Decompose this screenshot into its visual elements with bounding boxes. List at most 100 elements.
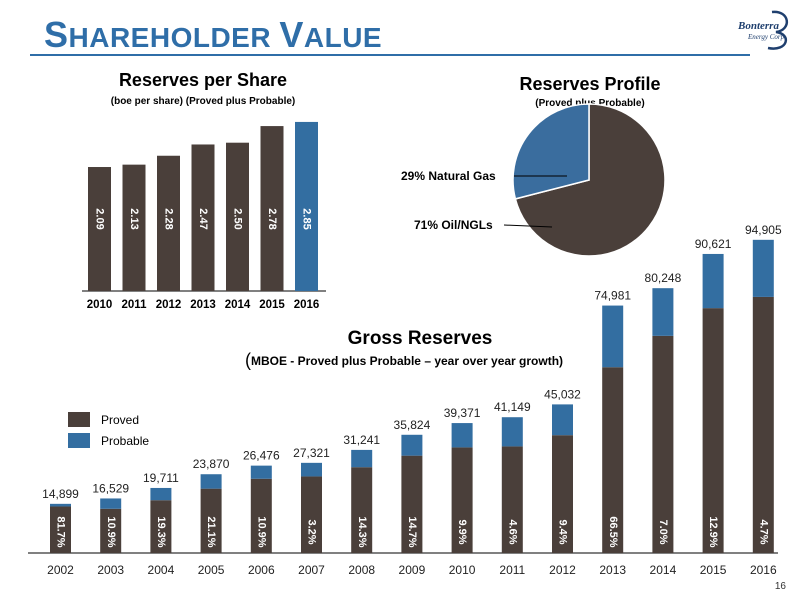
rps-value-label: 2.13: [128, 208, 140, 229]
rps-bar-2014: [226, 142, 249, 291]
rps-value-label: 2.50: [232, 208, 244, 229]
gr-total-label: 74,981: [594, 289, 631, 303]
gr-growth-label: 19.3%: [155, 516, 167, 547]
gr-bar-proved-2015: [702, 308, 724, 553]
gr-growth-label: 4.7%: [757, 519, 769, 544]
rps-value-label: 2.78: [266, 208, 278, 229]
gr-bar-proved-2006: [250, 478, 272, 553]
legend-label-probable: Probable: [101, 434, 149, 448]
logo-swoosh: [767, 10, 788, 50]
reserves-profile-title: Reserves Profile: [519, 74, 661, 94]
rps-bar-2015: [260, 126, 284, 291]
gr-bar-proved-2007: [301, 476, 322, 553]
gr-total-label: 31,241: [343, 433, 380, 447]
gr-growth-label: 14.7%: [406, 516, 418, 547]
gr-total-label: 26,476: [243, 449, 280, 463]
rps-tick-label: 2010: [87, 299, 113, 311]
gr-tick-label: 2013: [599, 563, 626, 577]
gr-tick-label: 2008: [348, 563, 375, 577]
pie-leader-oil: [503, 224, 553, 228]
gr-total-label: 27,321: [293, 446, 330, 460]
rps-tick-label: 2014: [225, 299, 251, 311]
gr-bar-proved-2014: [652, 335, 674, 553]
rps-bar-2010: [88, 167, 111, 291]
gr-growth-label: 9.4%: [557, 519, 569, 544]
rps-bar-2012: [157, 155, 180, 291]
gr-tick-label: 2003: [97, 563, 124, 577]
logo-name: Bonterra: [738, 20, 779, 32]
gr-total-label: 94,905: [745, 223, 782, 237]
gr-total-label: 90,621: [695, 237, 732, 251]
gr-bar-proved-2004: [150, 500, 172, 553]
rps-bar-2013: [191, 144, 215, 291]
rps-tick-label: 2011: [122, 299, 148, 311]
gr-growth-label: 10.9%: [105, 516, 117, 547]
gr-bar-probable-2011: [501, 417, 523, 447]
gr-tick-label: 2002: [47, 563, 74, 577]
gr-total-label: 16,529: [92, 481, 129, 495]
gr-total-label: 23,870: [193, 457, 230, 471]
gr-bar-proved-2009: [401, 455, 423, 553]
rps-bar-2011: [122, 164, 146, 291]
page-number: 16: [774, 581, 786, 592]
gr-bar-probable-2016: [752, 239, 774, 297]
pie-slice-oil: [514, 103, 666, 257]
rps-tick-label: 2016: [294, 299, 320, 311]
legend-label-proved: Proved: [101, 413, 139, 427]
gr-total-label: 80,248: [645, 271, 682, 285]
gr-bar-probable-2012: [552, 404, 573, 436]
rps-value-label: 2.47: [197, 208, 209, 229]
gr-bar-proved-2010: [451, 447, 473, 553]
gr-growth-label: 21.1%: [205, 516, 217, 547]
logo-subtitle: Energy Corp.: [748, 33, 786, 41]
rps-value-label: 2.85: [301, 208, 313, 229]
gr-growth-label: 7.0%: [657, 519, 669, 544]
gr-bar-proved-2005: [200, 488, 222, 553]
gr-growth-label: 12.9%: [707, 516, 719, 547]
gr-bar-probable-2010: [451, 423, 473, 448]
gr-tick-label: 2006: [248, 563, 275, 577]
gr-bar-proved-2003: [100, 508, 122, 553]
gr-growth-label: 4.6%: [506, 519, 518, 544]
gr-growth-label: 10.9%: [255, 516, 267, 547]
gr-tick-label: 2010: [449, 563, 476, 577]
gr-tick-label: 2007: [298, 563, 325, 577]
rps-tick-label: 2015: [259, 299, 285, 311]
rps-tick-label: 2013: [190, 299, 216, 311]
gr-bar-probable-2013: [602, 305, 624, 368]
title-rule: [30, 54, 750, 56]
gr-growth-label: 14.3%: [356, 516, 368, 547]
gr-tick-label: 2014: [650, 563, 677, 577]
gr-bar-proved-2013: [602, 367, 624, 553]
gr-bar-probable-2008: [351, 449, 373, 468]
pie-label-gas: 29% Natural Gas: [401, 169, 496, 183]
gr-tick-label: 2009: [399, 563, 426, 577]
gr-bar-probable-2007: [301, 462, 322, 477]
gr-growth-label: 3.2%: [306, 519, 318, 544]
gr-bar-probable-2003: [100, 498, 122, 509]
gr-bar-proved-2011: [501, 446, 523, 553]
gr-total-label: 45,032: [544, 387, 581, 401]
gr-bar-proved-2008: [351, 467, 373, 553]
slide-title: SHAREHOLDER VALUE: [44, 14, 383, 55]
gr-tick-label: 2016: [750, 563, 777, 577]
gr-total-label: 19,711: [143, 471, 179, 485]
gr-tick-label: 2015: [700, 563, 727, 577]
pie-label-oil: 71% Oil/NGLs: [414, 218, 493, 232]
pie-slice-gas: [512, 103, 590, 200]
rps-value-label: 2.09: [94, 208, 106, 229]
gross-reserves-subtitle: (MBOE - Proved plus Probable – year over…: [244, 350, 564, 370]
gr-bar-probable-2014: [652, 288, 674, 336]
gross-reserves-title: Gross Reserves: [347, 328, 493, 349]
gr-bar-probable-2005: [200, 474, 222, 489]
gr-total-label: 41,149: [494, 400, 531, 414]
gr-bar-proved-2012: [552, 435, 573, 553]
gr-total-label: 35,824: [394, 418, 431, 432]
company-logo: [767, 10, 788, 50]
gr-tick-label: 2004: [148, 563, 175, 577]
gr-tick-label: 2012: [549, 563, 576, 577]
gr-bar-probable-2006: [250, 465, 272, 479]
rps-value-label: 2.28: [163, 208, 175, 229]
gr-growth-label: 66.5%: [607, 516, 619, 547]
gr-total-label: 14,899: [42, 487, 79, 501]
